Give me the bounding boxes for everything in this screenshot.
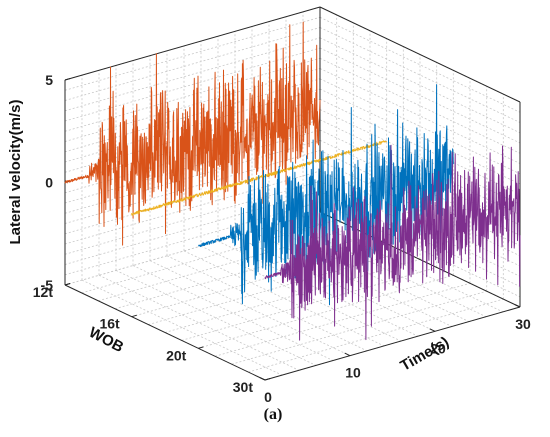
y-tick-mark <box>198 346 204 349</box>
box-edge <box>319 6 521 103</box>
tick-labels: 0 10 20 30 12t 16t 20t 30t -5 0 5 <box>33 72 531 405</box>
figure-caption: (a) <box>264 406 283 423</box>
grid-line <box>319 78 521 175</box>
x-axis-line <box>264 306 521 381</box>
grid-line <box>319 37 521 134</box>
grid-line <box>319 57 521 154</box>
grid-line <box>64 16 321 91</box>
x-tick-label: 0 <box>264 389 272 405</box>
series-line-12t <box>264 144 521 341</box>
series-group <box>64 21 521 341</box>
z-tick-label: 5 <box>45 72 53 88</box>
y-tick-label: 16t <box>99 316 120 332</box>
grid-line <box>248 298 504 373</box>
y-tick-mark <box>264 378 271 381</box>
z-tick-label: 0 <box>45 175 53 191</box>
z-tick-mark <box>64 283 71 286</box>
x-tick-mark <box>514 304 521 308</box>
grid-line <box>166 255 368 352</box>
grid-line <box>319 139 521 236</box>
grid-line <box>198 274 454 349</box>
x-tick-mark <box>344 352 351 357</box>
z-axis-label: Lateral velocity(m/s) <box>7 99 24 244</box>
y-tick-label: 12t <box>33 284 54 300</box>
y-tick-label: 20t <box>166 347 187 363</box>
grid-line <box>214 282 471 357</box>
grid-line <box>132 265 334 361</box>
x-tick-mark <box>259 377 266 381</box>
grid-line <box>319 119 521 216</box>
y-tick-mark <box>131 314 137 318</box>
grid-line <box>64 150 321 224</box>
grid-line <box>64 37 321 112</box>
grid-line <box>319 16 521 113</box>
grid-line <box>319 98 521 195</box>
grid-line <box>64 211 321 286</box>
z-tick-label: -5 <box>41 277 54 293</box>
grid-line <box>217 240 419 337</box>
x-tick-label: 10 <box>345 365 361 381</box>
grid-line <box>183 250 385 347</box>
grid-line <box>64 47 321 122</box>
grid-line <box>319 109 521 205</box>
box-edge <box>64 6 321 81</box>
grid-line <box>231 290 487 365</box>
grid-line <box>319 27 521 123</box>
grid-line <box>319 88 521 185</box>
z-tick-mark <box>64 78 71 81</box>
x-tick-label: 30 <box>515 316 531 332</box>
grid-line <box>98 274 300 371</box>
x-tick-mark <box>429 328 436 332</box>
x-tick-label: 20 <box>430 340 446 356</box>
y-tick-label: 30t <box>233 379 254 395</box>
y-axis-line <box>64 284 266 381</box>
series-line-30t <box>64 21 321 246</box>
grid-line <box>319 129 521 226</box>
grid-line <box>319 47 521 144</box>
grid-line <box>319 68 521 164</box>
grid-line <box>64 27 321 101</box>
